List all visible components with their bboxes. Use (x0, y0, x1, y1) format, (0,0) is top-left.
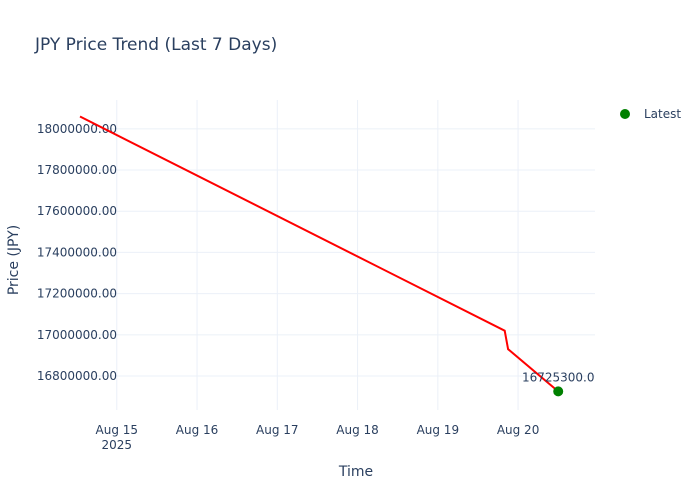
latest-point-label: 16725300.0 (522, 370, 595, 384)
legend-label-latest: Latest (644, 107, 681, 121)
legend[interactable]: Latest (620, 107, 681, 121)
y-tick-label: 17400000.00 (37, 245, 117, 259)
plot-area: 16725300.0 (79, 115, 595, 397)
y-tick-label: 17600000.00 (37, 204, 117, 218)
x-tick-sublabel: 2025 (102, 438, 133, 452)
x-gridlines (116, 100, 519, 410)
y-axis-title: Price (JPY) (6, 225, 22, 295)
y-tick-label: 17800000.00 (37, 163, 117, 177)
x-tick-label: Aug 19 (417, 423, 460, 437)
legend-marker-latest (620, 109, 630, 119)
y-tick-label: 17200000.00 (37, 287, 117, 301)
y-tick-labels: 16800000.00 17000000.00 17200000.00 1740000… (37, 122, 117, 383)
x-tick-label: Aug 20 (497, 423, 540, 437)
latest-point-marker (553, 386, 564, 397)
chart-title: JPY Price Trend (Last 7 Days) (34, 35, 277, 55)
y-tick-label: 17000000.00 (37, 328, 117, 342)
y-gridlines (80, 128, 595, 377)
x-tick-label: Aug 17 (256, 423, 299, 437)
y-tick-label: 16800000.00 (37, 369, 117, 383)
price-line (79, 115, 559, 393)
x-tick-label: Aug 18 (336, 423, 379, 437)
x-tick-label: Aug 16 (176, 423, 219, 437)
x-tick-label: Aug 15 (96, 423, 139, 437)
x-axis-title: Time (338, 464, 373, 480)
